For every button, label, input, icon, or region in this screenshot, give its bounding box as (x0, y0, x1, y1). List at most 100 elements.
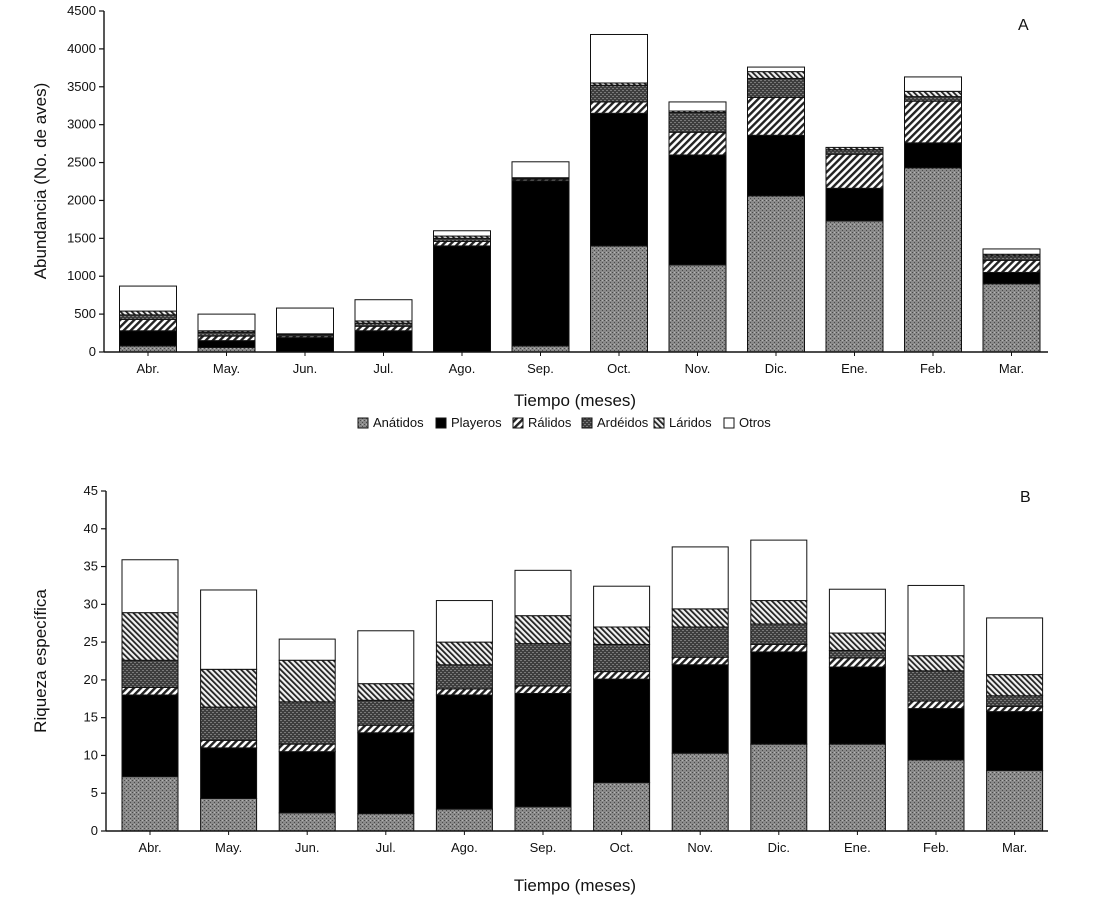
panel-a-segment-ardeidos-may (197, 331, 256, 337)
panel-b-y-tick-label: 40 (84, 521, 98, 536)
panel-b-segment-playeros-sep (514, 692, 572, 808)
panel-b-bar-ene (828, 588, 886, 832)
panel-a-x-tick-label: Ago. (449, 361, 476, 376)
panel-a-letter: A (1018, 17, 1029, 34)
panel-b-segment-otros-jul (357, 630, 415, 685)
panel-b-y-axis-label: Riqueza específica (31, 589, 50, 733)
panel-a-bar-jul (354, 299, 413, 353)
panel-b-segment-playeros-jun (278, 751, 336, 814)
panel-b-segment-laridos-ago (435, 641, 493, 666)
panel-a-y-tick-label: 1500 (67, 230, 96, 245)
panel-a-bar-may (197, 313, 256, 353)
panel-b-segment-anatidos-feb (907, 759, 965, 832)
panel-a-segment-playeros-jun (276, 337, 334, 353)
panel-b-segment-otros-may (200, 589, 258, 670)
panel-a-y-tick-label: 2500 (67, 155, 96, 170)
panel-b-letter: B (1020, 489, 1031, 506)
panel-b-x-tick-label: Ago. (451, 840, 478, 855)
panel-a-y-tick-label: 2000 (67, 192, 96, 207)
panel-b-segment-ardeidos-nov (671, 626, 729, 658)
panel-a-bar-jun (276, 307, 334, 353)
panel-a-segment-ralidos-dic (747, 96, 805, 136)
panel-b-segment-ralidos-jul (357, 724, 415, 734)
panel-b-bar-nov (671, 546, 729, 832)
panel-b-y-tick-label: 35 (84, 559, 98, 574)
panel-a-segment-ardeidos-ene (825, 149, 884, 155)
panel-a-segment-anatidos-oct (590, 245, 648, 353)
panel-b-x-tick-label: Jul. (376, 840, 396, 855)
panel-b-bar-sep (514, 569, 572, 832)
panel-a-y-tick-label: 500 (74, 306, 96, 321)
panel-a-bar-ago (433, 230, 491, 353)
panel-b-x-tick-label: May. (215, 840, 242, 855)
panel-a-segment-otros-mar (982, 248, 1041, 255)
legend-item-laridos: Láridos (653, 415, 712, 430)
panel-a-segment-playeros-abr (119, 330, 177, 347)
legend: Anátidos Playeros Rálidos Ardéidos Láridos Ot… (357, 415, 771, 430)
panel-a-bar-oct (590, 33, 648, 353)
panel-b-segment-otros-jun (278, 638, 336, 661)
panel-a-x-tick-label: Mar. (999, 361, 1024, 376)
panel-a-segment-ralidos-oct (590, 101, 648, 114)
panel-a-segment-playeros-nov (668, 154, 727, 266)
panel-b-y-tick-label: 5 (91, 785, 98, 800)
panel-a: 0 500 1000 1500 2000 2500 3000 3500 4000 4500 Abr… (31, 3, 1048, 430)
panel-b-segment-ardeidos-abr (121, 659, 179, 688)
panel-a-segment-playeros-dic (747, 134, 805, 197)
panel-a-segment-otros-sep (511, 161, 570, 179)
panel-a-segment-playeros-ene (825, 187, 884, 222)
panel-a-segment-playeros-ago (433, 245, 491, 353)
panel-b-x-tick-label: Feb. (923, 840, 949, 855)
panel-a-bar-ene (825, 146, 884, 353)
panel-a-segment-anatidos-ene (825, 220, 884, 353)
panel-b-segment-playeros-nov (671, 664, 729, 754)
panel-a-y-tick-label: 3500 (67, 79, 96, 94)
panel-b-y-tick-label: 25 (84, 634, 98, 649)
legend-swatch-playeros (435, 417, 447, 429)
panel-a-x-tick-label: Jun. (293, 361, 318, 376)
panel-a-x-axis-label: Tiempo (meses) (514, 391, 636, 410)
panel-b-segment-ardeidos-jun (278, 701, 336, 745)
panel-b-y-tick-label: 0 (91, 823, 98, 838)
panel-a-segment-anatidos-sep (511, 345, 570, 353)
panel-b-segment-playeros-ago (435, 694, 493, 810)
legend-label-ralidos: Rálidos (528, 415, 572, 430)
panel-b-y-tick-label: 20 (84, 672, 98, 687)
panel-a-segment-otros-jun (276, 307, 334, 335)
panel-a-segment-anatidos-abr (119, 345, 177, 353)
panel-b-segment-ralidos-ene (828, 657, 886, 668)
panel-b-x-tick-label: Ene. (844, 840, 871, 855)
panel-b-x-tick-label: Jun. (295, 840, 320, 855)
legend-item-ralidos: Rálidos (512, 415, 572, 430)
panel-b-segment-laridos-oct (593, 626, 651, 645)
panel-a-y-tick-label: 3000 (67, 117, 96, 132)
panel-b-segment-playeros-mar (986, 711, 1044, 772)
panel-b-segment-ralidos-ago (435, 688, 493, 696)
panel-b-segment-ralidos-sep (514, 685, 572, 694)
panel-b-segment-anatidos-may (200, 798, 258, 832)
panel-a-bar-feb (904, 76, 962, 353)
panel-b-segment-playeros-ene (828, 666, 886, 745)
panel-a-x-tick-label: Dic. (765, 361, 787, 376)
panel-b-bar-mar (986, 617, 1044, 832)
panel-b-segment-anatidos-ago (435, 808, 493, 832)
panel-a-segment-playeros-oct (590, 112, 648, 247)
panel-b-segment-ardeidos-ago (435, 664, 493, 690)
panel-b-segment-ardeidos-oct (593, 643, 651, 673)
panel-b-segment-otros-ago (435, 600, 493, 643)
panel-b-segment-playeros-feb (907, 708, 965, 761)
panel-b-segment-laridos-mar (986, 674, 1044, 697)
panel-a-x-tick-label: May. (213, 361, 240, 376)
panel-a-segment-ralidos-feb (904, 100, 962, 144)
legend-label-otros: Otros (739, 415, 771, 430)
panel-b-segment-laridos-sep (514, 615, 572, 645)
panel-b-segment-ralidos-mar (986, 705, 1044, 713)
panel-a-segment-anatidos-mar (982, 283, 1041, 353)
panel-b-segment-laridos-feb (907, 655, 965, 672)
panel-a-segment-ralidos-may (197, 335, 256, 342)
panel-a-bar-dic (747, 66, 805, 353)
panel-a-segment-ralidos-nov (668, 131, 727, 156)
panel-b-segment-ralidos-oct (593, 671, 651, 680)
panel-a-segment-otros-feb (904, 76, 962, 92)
